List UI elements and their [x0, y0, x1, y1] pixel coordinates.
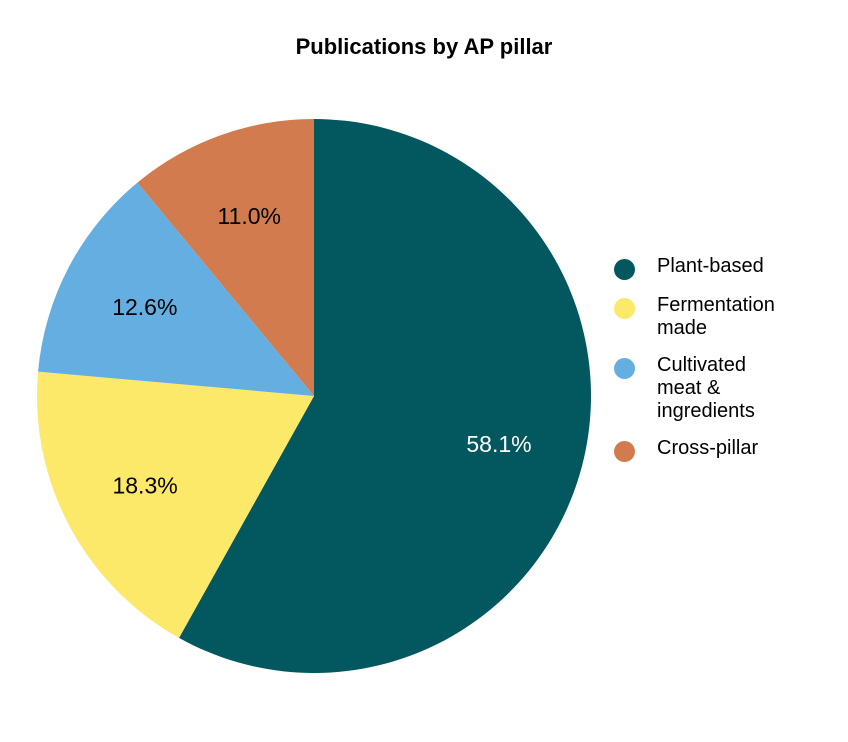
pie-slice-cross-pillar	[137, 119, 314, 396]
legend-label: Cross-pillar	[657, 437, 759, 459]
pie-labels: 58.1% 18.3% 12.6% 11.0%	[112, 203, 531, 498]
legend-item-plant-based: Plant-based	[614, 255, 834, 280]
legend-swatch	[614, 441, 635, 462]
pie-slice-label: 12.6%	[112, 294, 177, 320]
pie-slice-label: 11.0%	[217, 203, 281, 229]
legend: Plant-based Fermentation made Cultivated…	[614, 255, 834, 476]
legend-label: Cultivated meat & ingredients	[657, 354, 755, 422]
legend-swatch	[614, 298, 635, 319]
legend-item-cultivated-meat: Cultivated meat & ingredients	[614, 354, 834, 423]
pie-slice-label: 18.3%	[112, 472, 177, 498]
legend-swatch	[614, 358, 635, 379]
legend-label: Plant-based	[657, 255, 764, 277]
pie-slice-fermentation-made	[36, 371, 314, 638]
legend-item-cross-pillar: Cross-pillar	[614, 437, 834, 462]
legend-item-fermentation-made: Fermentation made	[614, 294, 834, 340]
chart-title: Publications by AP pillar	[295, 34, 553, 59]
pie-slices	[36, 119, 591, 673]
pie-slice-plant-based	[179, 119, 591, 673]
legend-swatch	[614, 259, 635, 280]
pie-slice-label: 58.1%	[466, 431, 531, 457]
legend-label: Fermentation made	[657, 294, 775, 339]
pie-slice-cultivated-meat-ingredients	[38, 182, 315, 396]
